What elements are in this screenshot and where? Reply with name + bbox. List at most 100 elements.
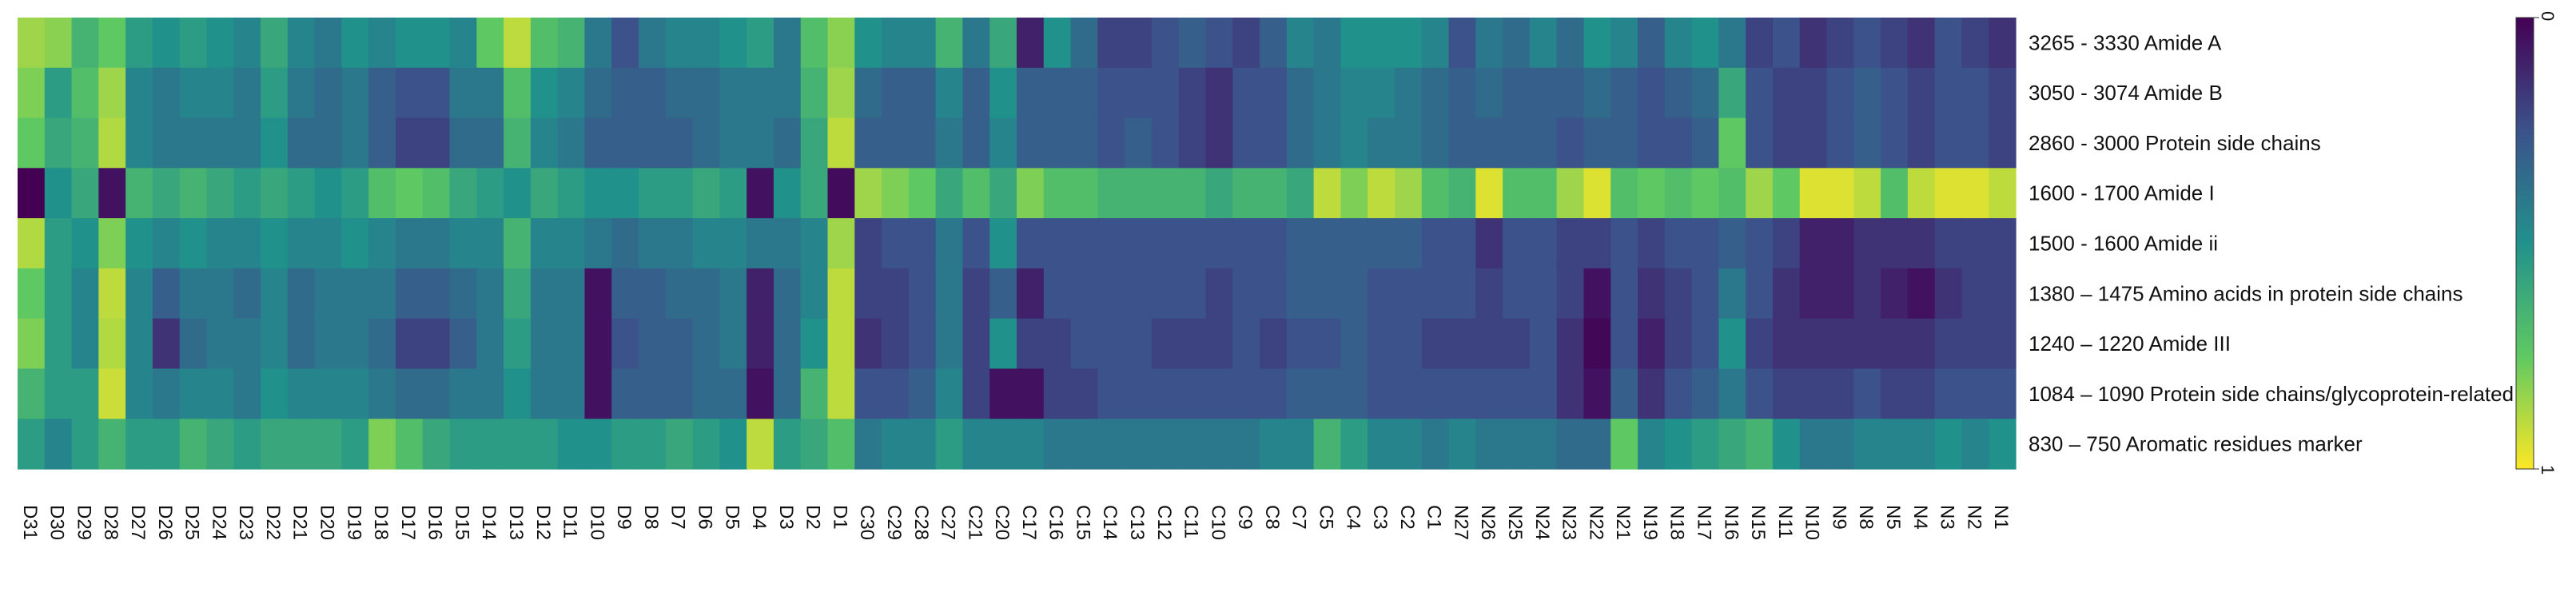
heatmap-cell [611,368,639,419]
heatmap-cell [1097,67,1125,119]
heatmap-cell [179,18,208,69]
heatmap-cell [989,368,1017,419]
heatmap-cell [530,168,559,219]
heatmap-cell [341,419,369,470]
heatmap-cell [449,168,477,219]
heatmap-cell [1421,368,1450,419]
heatmap-cell [341,67,369,119]
heatmap-cell [1178,18,1207,69]
heatmap-cell [1989,368,2017,419]
heatmap-cell [1070,218,1098,269]
column-label: D20 [317,505,338,540]
heatmap-cell [1853,419,1881,470]
heatmap-cell [476,368,504,419]
heatmap-cell [639,318,667,370]
heatmap-cell [962,117,990,169]
column-label: D26 [154,505,176,540]
heatmap-cell [773,218,802,269]
heatmap-cell [1205,318,1233,370]
heatmap-cell [476,218,504,269]
heatmap-cell [1313,268,1341,320]
heatmap-cell [962,318,990,370]
heatmap-cell [882,168,910,219]
column-label: N27 [1450,505,1471,540]
heatmap-cell [44,419,73,470]
heatmap-cell [1017,318,1045,370]
heatmap-cell [747,18,774,69]
heatmap-cell [1448,67,1476,119]
heatmap-cell [1313,67,1341,119]
heatmap-cell [206,168,234,219]
heatmap-cell [1151,318,1180,370]
heatmap-cell [1178,368,1207,419]
heatmap-cell [800,18,829,69]
heatmap-cell [1368,218,1395,269]
heatmap-cell [935,67,964,119]
heatmap-cell [1881,368,1909,419]
heatmap-cell [261,419,289,470]
heatmap-cell [504,318,532,370]
heatmap-cell [639,117,667,169]
heatmap-cell [368,67,396,119]
heatmap-cell [665,318,694,370]
heatmap-cell [261,117,289,169]
heatmap-cell [773,268,802,320]
heatmap-cell [1125,117,1153,169]
heatmap-cell [287,67,316,119]
heatmap-cell [1340,117,1368,169]
heatmap-cell [1853,368,1881,419]
heatmap-cell [1313,117,1341,169]
column-label: N24 [1531,505,1553,540]
row-label: 1084 – 1090 Protein side chains/glycopro… [2029,382,2514,406]
column-label: C20 [991,505,1013,540]
heatmap-cell [1746,218,1774,269]
heatmap-cell [692,18,720,69]
heatmap-cell [747,218,774,269]
heatmap-cell [1610,218,1638,269]
heatmap-cell [1205,18,1233,69]
column-label: C28 [910,505,932,540]
heatmap-cell [261,18,289,69]
heatmap-cell [368,419,396,470]
column-label: D22 [262,505,284,540]
heatmap-cell [935,419,964,470]
heatmap-cell [314,318,342,370]
heatmap-cell [1934,218,1963,269]
heatmap-cell [1718,168,1746,219]
heatmap-cell [1638,318,1666,370]
heatmap-cell [1368,67,1395,119]
column-label: N17 [1694,505,1715,540]
heatmap-cell [1260,318,1288,370]
heatmap-cell [1421,67,1450,119]
heatmap-cell [827,419,855,470]
heatmap-cell [989,67,1017,119]
heatmap-cell [1017,18,1045,69]
heatmap-cell [692,419,720,470]
heatmap-cell [882,18,910,69]
heatmap-cell [1286,168,1315,219]
heatmap-cell [747,117,774,169]
heatmap-cell [1583,318,1611,370]
heatmap-cell [1718,117,1746,169]
heatmap-cell [1583,218,1611,269]
heatmap-cell [1934,168,1963,219]
heatmap-cell [935,318,964,370]
heatmap-cell [504,67,532,119]
column-label: N26 [1477,505,1499,540]
heatmap-cell [261,67,289,119]
heatmap-cell [1097,117,1125,169]
heatmap-cell [557,168,586,219]
column-label: N23 [1559,505,1580,540]
heatmap-cell [773,318,802,370]
heatmap-cell [1125,419,1153,470]
heatmap-cell [1475,117,1503,169]
heatmap-cell [1746,318,1774,370]
heatmap-cell [1043,18,1072,69]
column-label: C14 [1099,505,1121,540]
heatmap-cell [800,117,829,169]
heatmap-cell [368,18,396,69]
heatmap-cell [1043,268,1072,320]
heatmap-cell [1178,218,1207,269]
heatmap-cell [611,117,639,169]
heatmap-cell [314,419,342,470]
